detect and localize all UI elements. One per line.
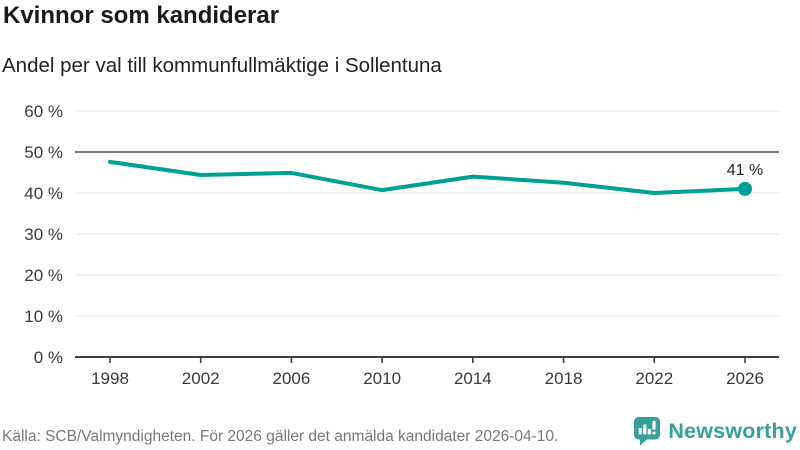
y-tick-label: 40 %: [24, 184, 63, 203]
x-tick-label: 2014: [454, 369, 492, 388]
speech-bubble-shape: [634, 417, 661, 446]
newsworthy-logo[interactable]: Newsworthy: [633, 416, 797, 446]
data-line: [108, 159, 747, 195]
x-tick-label: 2006: [273, 369, 311, 388]
last-point-label: 41 %: [727, 162, 763, 179]
y-tick-label: 20 %: [24, 266, 63, 285]
exclamation-bar: [652, 420, 656, 430]
chart-subtitle: Andel per val till kommunfullmäktige i S…: [2, 54, 442, 77]
x-tick-label: 2002: [182, 369, 220, 388]
x-tick-label: 2010: [363, 369, 401, 388]
bar-2: [643, 424, 647, 435]
newsworthy-bubble-chart-icon: [634, 417, 661, 446]
y-tick-label: 0 %: [34, 348, 63, 367]
exclamation-dot: [652, 431, 656, 435]
y-tick-label: 50 %: [24, 143, 63, 162]
y-tick-label: 10 %: [24, 307, 63, 326]
y-tick-label: 30 %: [24, 225, 63, 244]
x-tick-label: 2026: [726, 369, 764, 388]
bar-3: [648, 429, 652, 435]
x-tick-label: 1998: [91, 369, 129, 388]
bar-1: [638, 428, 643, 435]
line-chart: 0 % 10 % 20 % 30 % 40 % 50 % 60 % 1998 2002 2006 2…: [24, 102, 779, 388]
newsworthy-logo-text: Newsworthy: [668, 418, 797, 443]
last-point-marker: [738, 181, 752, 196]
chart-title: Kvinnor som kandiderar: [3, 2, 280, 29]
y-tick-label: 60 %: [24, 102, 63, 121]
x-tick-label: 2018: [545, 369, 583, 388]
x-tick-label: 2022: [635, 369, 673, 388]
source-note: Källa: SCB/Valmyndigheten. För 2026 gäll…: [2, 428, 559, 445]
